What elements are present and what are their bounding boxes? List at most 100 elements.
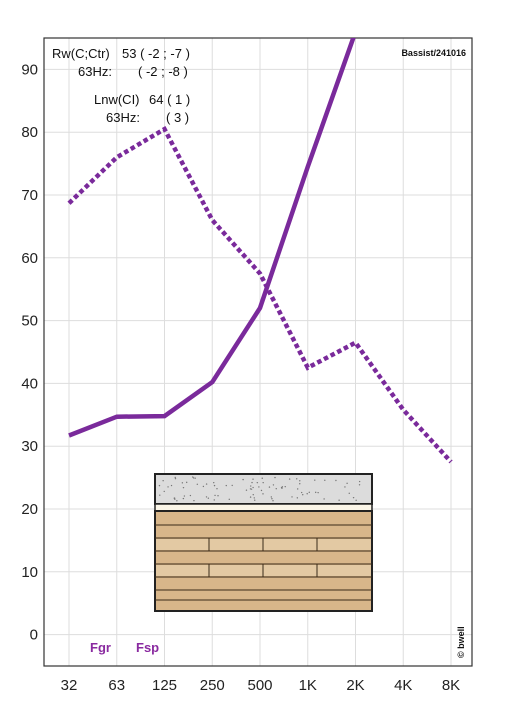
series-line-solid [68,38,356,438]
concrete-speckle [262,481,264,484]
lnw-63hz-label: 63Hz: [106,110,140,125]
concrete-speckle [189,494,192,497]
concrete-speckle [262,493,264,495]
concrete-speckle [346,482,348,485]
concrete-speckle [192,476,194,478]
concrete-speckle [260,489,263,492]
concrete-speckle [249,488,252,490]
concrete-speckle [358,480,361,483]
rw-63hz-value: ( -2 ; -8 ) [138,64,188,79]
concrete-speckle [182,486,185,489]
concrete-speckle [213,499,215,501]
x-tick-label: 8K [442,677,460,694]
concrete-speckle [314,479,316,481]
floor-construction-illustration [154,473,373,612]
concrete-speckle [254,499,256,501]
concrete-speckle [335,479,337,482]
concrete-speckle [281,487,283,489]
concrete-speckle [176,500,178,502]
separation-layer [154,503,373,512]
concrete-speckle [275,487,277,490]
x-tick-label: 63 [108,677,125,694]
fgr-label: Fgr [90,640,111,655]
concrete-speckle [355,499,357,501]
y-tick-label: 60 [21,250,38,267]
plot-frame [43,37,473,667]
concrete-speckle [252,494,254,496]
concrete-speckle [344,486,346,488]
concrete-speckle [183,495,186,497]
concrete-speckle [270,496,273,498]
concrete-speckle [242,478,244,481]
concrete-speckle [192,477,195,479]
concrete-speckle [314,491,317,494]
concrete-speckle [158,484,161,487]
rw-value: 53 ( -2 ; -7 ) [122,46,190,61]
concrete-speckle [225,484,227,487]
concrete-speckle [274,476,276,479]
concrete-speckle [288,478,291,480]
rw-63hz-label: 63Hz: [78,64,112,79]
concrete-speckle [213,481,215,484]
concrete-speckle [296,497,299,499]
y-tick-label: 30 [21,438,38,455]
series-line-dotted [67,125,453,464]
concrete-speckle [196,483,199,485]
concrete-speckle [213,484,216,487]
x-tick-label: 125 [152,677,177,694]
concrete-speckle [306,493,308,495]
concrete-speckle [173,497,175,499]
concrete-speckle [256,481,259,484]
lnw-63hz-value: ( 3 ) [166,110,189,125]
concrete-speckle [251,481,253,484]
concrete-speckle [252,478,254,480]
concrete-speckle [299,480,301,482]
concrete-speckle [193,499,195,502]
concrete-speckle [185,481,188,484]
lnw-value: 64 ( 1 ) [149,92,190,107]
concrete-speckle [163,490,165,493]
concrete-speckle [252,486,254,489]
series-group [67,38,453,464]
concrete-speckle [228,498,230,501]
concrete-speckle [245,489,248,491]
y-axis: 0 10 20 30 40 50 60 70 80 90 [21,61,38,643]
rw-label: Rw(C;Ctr) [52,46,110,61]
y-tick-label: 20 [21,501,38,518]
concrete-speckle [231,484,233,487]
concrete-speckle [217,495,219,497]
concrete-speckle [258,486,260,488]
x-tick-label: 4K [394,677,412,694]
concrete-speckle [302,493,304,496]
concrete-speckle [308,491,310,494]
concrete-speckle [272,500,274,502]
x-tick-label: 500 [247,677,272,694]
concrete-topping [154,473,373,505]
x-tick-label: 1K [299,677,317,694]
concrete-speckle [216,488,218,490]
lnw-label: Lnw(CI) [94,92,140,107]
concrete-speckle [291,496,293,498]
y-tick-label: 90 [21,61,38,78]
x-tick-label: 2K [346,677,364,694]
concrete-speckle [348,492,350,494]
concrete-speckle [202,485,205,488]
concrete-speckle [167,486,169,488]
y-tick-label: 0 [30,627,38,644]
concrete-speckle [300,491,303,494]
concrete-speckle [268,486,271,488]
concrete-speckle [272,484,275,486]
concrete-speckle [182,497,185,500]
fsp-label: Fsp [136,640,159,655]
concrete-speckle [214,494,216,497]
concrete-speckle [159,494,161,496]
concrete-speckle [170,484,173,487]
concrete-speckle [181,482,184,484]
y-tick-label: 50 [21,313,38,330]
x-axis: 32 63 125 250 500 1K 2K 4K 8K [61,677,461,694]
credit-label: © bwell [456,626,466,658]
concrete-speckle [338,499,340,501]
concrete-speckle [358,484,361,486]
concrete-speckle [174,476,176,479]
